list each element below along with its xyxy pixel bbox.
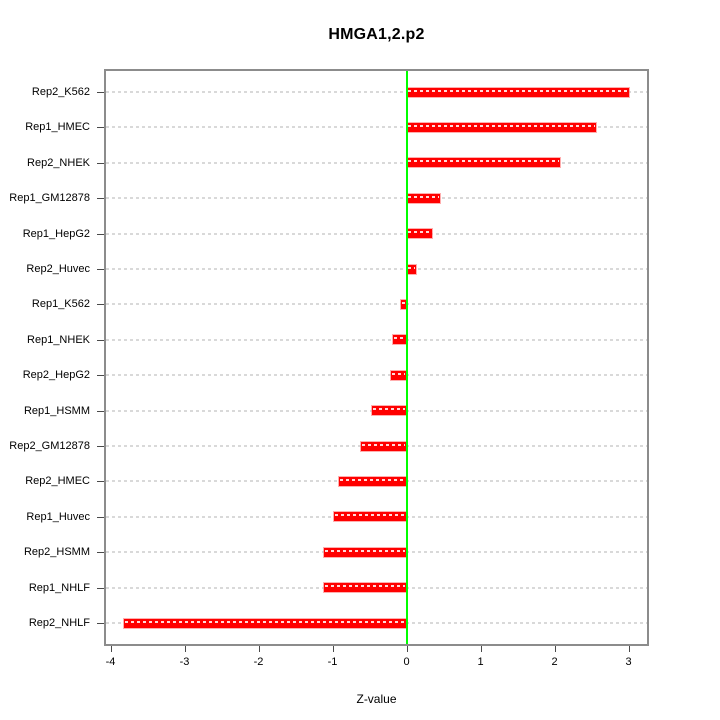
- bar-stripe: [340, 478, 406, 481]
- y-axis-tick: [97, 162, 104, 164]
- bar-stripe: [407, 231, 431, 234]
- bar-stripe: [407, 160, 560, 163]
- y-axis-tick: [97, 552, 104, 554]
- gridline: [106, 91, 647, 93]
- x-axis-tick: [110, 646, 112, 652]
- x-axis-tick-label: -1: [327, 656, 338, 668]
- x-axis-tick-label: -3: [179, 656, 190, 668]
- bar: [123, 618, 407, 628]
- bar: [339, 476, 407, 486]
- zero-reference-line: [405, 71, 408, 644]
- y-axis-tick: [97, 339, 104, 341]
- category-label: Rep1_HepG2: [22, 227, 90, 240]
- category-label: Rep1_HSMM: [23, 404, 90, 417]
- bar-stripe: [394, 337, 406, 340]
- bar-stripe: [325, 585, 406, 588]
- x-axis-tick-label: 3: [625, 656, 632, 668]
- y-axis-tick: [97, 375, 104, 377]
- x-axis-tick: [258, 646, 260, 652]
- y-axis-tick: [97, 516, 104, 518]
- y-axis-tick: [97, 269, 104, 270]
- bar: [406, 229, 432, 239]
- y-axis-tick: [97, 127, 104, 129]
- category-label: Rep2_NHLF: [28, 617, 90, 629]
- bar-stripe: [324, 549, 406, 552]
- bar: [323, 547, 407, 557]
- bar: [406, 87, 629, 97]
- gridline: [106, 161, 647, 164]
- bar-stripe: [372, 408, 406, 411]
- category-label: Rep1_NHEK: [27, 333, 90, 346]
- x-axis-tick-label: 2: [551, 656, 558, 668]
- category-label: Rep1_GM12878: [9, 192, 90, 205]
- bar: [401, 299, 407, 309]
- bar: [406, 122, 596, 132]
- bar-stripe: [407, 266, 416, 269]
- x-axis-tick-label: -2: [253, 656, 264, 668]
- bar-stripe: [407, 195, 439, 198]
- gridline: [106, 303, 647, 306]
- gridline: [106, 197, 647, 200]
- bar: [406, 264, 417, 274]
- bar: [333, 512, 407, 522]
- y-axis-tick: [97, 410, 104, 412]
- bar-stripe: [124, 620, 406, 623]
- x-axis-tick: [628, 646, 630, 652]
- x-axis-tick-label: 1: [477, 656, 484, 668]
- category-label: Rep1_Huvec: [26, 510, 90, 523]
- bar: [390, 370, 407, 380]
- bar-stripe: [407, 89, 628, 92]
- x-axis-label: Z-value: [356, 692, 397, 706]
- gridline: [106, 126, 647, 129]
- category-label: Rep1_NHLF: [28, 581, 90, 594]
- x-axis-tick: [554, 646, 556, 652]
- category-label: Rep2_K562: [31, 86, 90, 98]
- bar-stripe: [407, 124, 595, 127]
- y-axis-tick: [97, 233, 104, 235]
- category-label: Rep2_HSMM: [23, 546, 90, 559]
- y-axis-tick: [97, 587, 104, 589]
- bar: [371, 406, 407, 416]
- category-label: Rep2_Huvec: [26, 263, 90, 275]
- gridline: [106, 268, 647, 270]
- bar: [361, 441, 407, 451]
- bar: [393, 335, 407, 345]
- x-axis-tick: [184, 646, 186, 652]
- plot-area: Rep2_K562 Rep1_HMEC Rep2_NHEK Rep1_GM12878 R…: [9, 69, 649, 668]
- y-axis-tick: [97, 623, 104, 624]
- category-label: Rep2_GM12878: [9, 440, 90, 452]
- category-label: Rep1_K562: [31, 298, 90, 311]
- gridline: [106, 374, 647, 377]
- chart-title: HMGA1,2.p2: [328, 26, 425, 43]
- bar: [324, 583, 407, 593]
- x-axis-tick-label: -4: [105, 656, 116, 668]
- bar-stripe: [391, 372, 406, 375]
- y-axis-tick: [97, 481, 104, 483]
- x-axis-tick: [480, 646, 482, 652]
- category-label: Rep1_HMEC: [25, 121, 90, 134]
- category-label: Rep2_HMEC: [25, 475, 90, 488]
- x-axis-tick: [406, 646, 408, 652]
- gridline: [106, 232, 647, 235]
- x-axis-tick-label: 0: [403, 656, 410, 668]
- bar: [406, 193, 440, 203]
- bar-stripe: [334, 514, 406, 517]
- bar-stripe: [402, 301, 406, 304]
- category-label: Rep2_HepG2: [22, 369, 90, 382]
- category-label: Rep2_NHEK: [27, 156, 90, 169]
- y-axis-tick: [97, 304, 104, 306]
- y-axis-tick: [97, 92, 104, 93]
- y-axis-tick: [97, 198, 104, 200]
- bar: [406, 158, 561, 168]
- y-axis-tick: [97, 446, 104, 447]
- bar-stripe: [362, 443, 406, 446]
- gridline: [106, 338, 647, 341]
- x-axis-tick: [332, 646, 334, 652]
